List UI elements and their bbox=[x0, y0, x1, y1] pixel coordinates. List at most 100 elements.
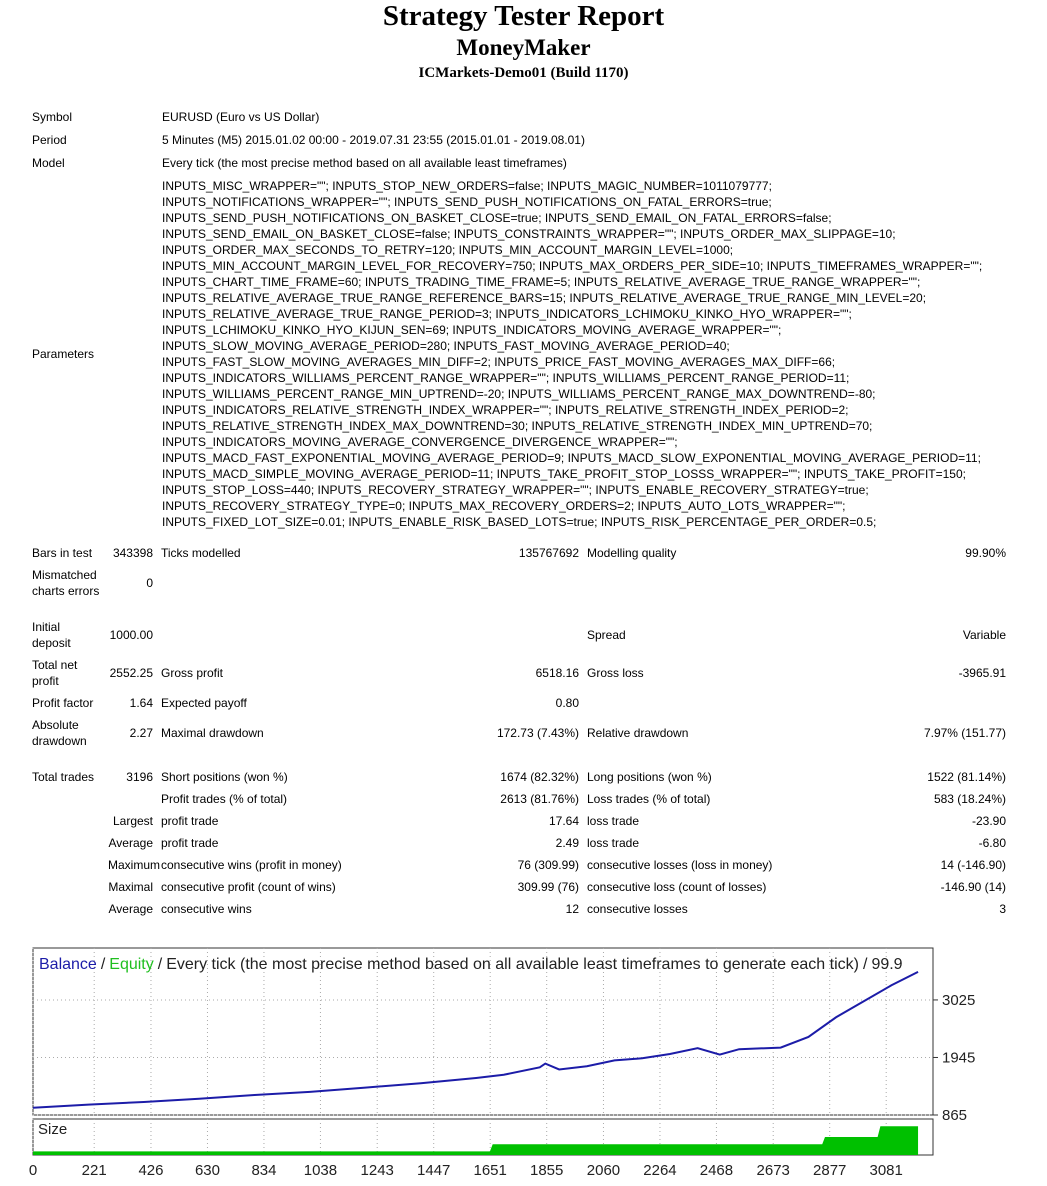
legend-item: 99.9 bbox=[871, 956, 902, 973]
stat-label: loss trade bbox=[587, 814, 640, 828]
empty-cell bbox=[417, 616, 583, 654]
stat-value: 172.73 (7.43%) bbox=[496, 726, 579, 740]
empty-cell bbox=[28, 810, 104, 832]
x-tick-label: 1038 bbox=[304, 1162, 337, 1179]
stat-value: 1.64 bbox=[129, 696, 153, 710]
x-tick-label: 0 bbox=[29, 1162, 37, 1179]
parameter-line: INPUTS_INDICATORS_RELATIVE_STRENGTH_INDE… bbox=[162, 403, 849, 417]
stat-label: Gross loss bbox=[587, 666, 644, 680]
info-label: Parameters bbox=[32, 347, 95, 361]
empty-cell bbox=[583, 692, 843, 714]
info-label: Period bbox=[32, 133, 67, 147]
stat-value: Maximum bbox=[108, 858, 161, 872]
stat-value: -3965.91 bbox=[958, 666, 1006, 680]
parameter-line: INPUTS_MIN_ACCOUNT_MARGIN_LEVEL_FOR_RECO… bbox=[162, 259, 983, 273]
info-label: Symbol bbox=[32, 110, 73, 124]
stats-table: Bars in test 343398 Ticks modelled 13576769… bbox=[28, 542, 1010, 920]
stats-row: Total trades 3196 Short positions (won %) 1… bbox=[28, 766, 1010, 788]
x-tick-label: 2877 bbox=[813, 1162, 846, 1179]
stat-label: Profit trades (% of total) bbox=[161, 792, 288, 806]
stats-row: Bars in test 343398 Ticks modelled 13576769… bbox=[28, 542, 1010, 564]
info-value: 5 Minutes (M5) 2015.01.02 00:00 - 2019.0… bbox=[162, 133, 585, 147]
stat-value: -146.90 (14) bbox=[940, 880, 1006, 894]
parameter-line: INPUTS_MACD_FAST_EXPONENTIAL_MOVING_AVER… bbox=[162, 451, 981, 465]
legend-separator: / bbox=[101, 956, 106, 973]
stat-value: 3196 bbox=[126, 770, 153, 784]
x-tick-label: 834 bbox=[251, 1162, 276, 1179]
parameter-line: INPUTS_INDICATORS_WILLIAMS_PERCENT_RANGE… bbox=[162, 371, 850, 385]
empty-cell bbox=[28, 854, 104, 876]
y-tick-label: 865 bbox=[942, 1107, 967, 1124]
report-title: Strategy Tester Report bbox=[382, 0, 665, 32]
x-tick-label: 1243 bbox=[361, 1162, 394, 1179]
stat-label: Absolute drawdown bbox=[32, 718, 87, 748]
y-tick-label: 3025 bbox=[942, 992, 975, 1009]
stat-label: consecutive losses (loss in money) bbox=[587, 858, 773, 872]
x-tick-label: 221 bbox=[82, 1162, 107, 1179]
x-tick-label: 3081 bbox=[870, 1162, 903, 1179]
stat-label: Maximal drawdown bbox=[161, 726, 264, 740]
stats-row: Average consecutive wins 12 consecutive los… bbox=[28, 898, 1010, 920]
stat-value: Maximal bbox=[108, 880, 153, 894]
x-tick-label: 2468 bbox=[700, 1162, 733, 1179]
stat-value: 1674 (82.32%) bbox=[500, 770, 579, 784]
stat-label: Initial deposit bbox=[32, 620, 71, 650]
x-tick-label: 2060 bbox=[587, 1162, 620, 1179]
stat-label: consecutive losses bbox=[587, 902, 688, 916]
stat-label: loss trade bbox=[587, 836, 640, 850]
stats-row: Absolute drawdown 2.27 Maximal drawdown 172… bbox=[28, 714, 1010, 752]
stat-label: profit trade bbox=[161, 836, 219, 850]
stat-label: Short positions (won %) bbox=[161, 770, 288, 784]
stat-label: Total trades bbox=[32, 770, 95, 784]
parameter-line: INPUTS_MISC_WRAPPER=""; INPUTS_STOP_NEW_… bbox=[162, 179, 772, 193]
stat-value: Variable bbox=[962, 628, 1006, 642]
empty-cell bbox=[104, 788, 157, 810]
empty-cell bbox=[28, 788, 104, 810]
stat-value: 12 bbox=[565, 902, 579, 916]
legend: Balance / Equity / Every tick (the most prec… bbox=[39, 956, 903, 973]
stat-label: Total net profit bbox=[32, 658, 78, 688]
stat-label: Relative drawdown bbox=[587, 726, 689, 740]
stat-value: 3 bbox=[999, 902, 1006, 916]
stat-value: Average bbox=[108, 902, 153, 916]
empty-cell bbox=[28, 898, 104, 920]
parameter-line: INPUTS_ORDER_MAX_SECONDS_TO_RETRY=120; I… bbox=[162, 243, 734, 257]
legend-separator: / bbox=[158, 956, 163, 973]
stat-label: Modelling quality bbox=[587, 546, 677, 560]
stats-row: Average profit trade 2.49 loss trade -6.80 bbox=[28, 832, 1010, 854]
legend-separator: / bbox=[863, 956, 868, 973]
empty-cell bbox=[843, 564, 1010, 602]
plot-frame bbox=[32, 947, 934, 1116]
stat-label: Bars in test bbox=[32, 546, 93, 560]
parameter-line: INPUTS_FIXED_LOT_SIZE=0.01; INPUTS_ENABL… bbox=[162, 515, 877, 529]
stat-value: 7.97% (151.77) bbox=[923, 726, 1006, 740]
stat-label: Ticks modelled bbox=[161, 546, 241, 560]
y-tick-label: 1945 bbox=[942, 1049, 975, 1066]
stat-label: profit trade bbox=[161, 814, 219, 828]
size-area bbox=[33, 1126, 919, 1155]
parameter-line: INPUTS_INDICATORS_MOVING_AVERAGE_CONVERG… bbox=[162, 435, 678, 449]
stat-value: -6.80 bbox=[978, 836, 1006, 850]
x-tick-label: 2264 bbox=[643, 1162, 676, 1179]
stats-row: Mismatched charts errors 0 bbox=[28, 564, 1010, 602]
parameters: INPUTS_MISC_WRAPPER=""; INPUTS_STOP_NEW_… bbox=[162, 178, 982, 530]
empty-cell bbox=[157, 564, 417, 602]
stat-value: -23.90 bbox=[971, 814, 1006, 828]
stat-label: Spread bbox=[587, 628, 626, 642]
stat-value: 0 bbox=[146, 576, 153, 590]
stats-row: Largest profit trade 17.64 loss trade -23.90 bbox=[28, 810, 1010, 832]
parameter-line: INPUTS_RECOVERY_STRATEGY_TYPE=0; INPUTS_… bbox=[162, 499, 846, 513]
stat-value: 17.64 bbox=[548, 814, 579, 828]
parameter-line: INPUTS_NOTIFICATIONS_WRAPPER=""; INPUTS_… bbox=[162, 195, 772, 209]
balance-chart: 0 221 426 630 834 1038 1243 1447 1651 1855 2060 226… bbox=[29, 947, 975, 1179]
legend-item: Balance bbox=[39, 956, 97, 973]
stat-value: 0.80 bbox=[555, 696, 579, 710]
spacer bbox=[28, 752, 1010, 766]
parameter-line: INPUTS_RELATIVE_STRENGTH_INDEX_MAX_DOWNT… bbox=[162, 419, 873, 433]
parameter-line: INPUTS_FAST_SLOW_MOVING_AVERAGES_MIN_DIF… bbox=[162, 355, 836, 369]
info-label: Model bbox=[32, 156, 65, 170]
stat-label: consecutive profit (count of wins) bbox=[161, 880, 336, 894]
x-tick-label: 1447 bbox=[417, 1162, 450, 1179]
build-info: ICMarkets-Demo01 (Build 1170) bbox=[418, 65, 629, 81]
empty-cell bbox=[28, 876, 104, 898]
